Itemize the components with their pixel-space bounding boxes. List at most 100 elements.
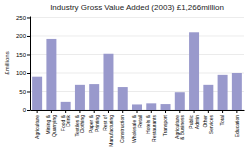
tick-label: Agriculture [34, 115, 40, 139]
bars [32, 32, 242, 110]
grid-line [30, 35, 244, 36]
grid-line [30, 72, 244, 73]
tick-mark [27, 36, 30, 37]
bar [189, 32, 199, 110]
tick: Construction [119, 110, 125, 143]
y-axis-label: £millions [4, 51, 10, 74]
tick-label: Mining &Quarrying [45, 114, 57, 137]
tick-mark [137, 110, 138, 113]
tick: 0 [23, 107, 30, 113]
tick-mark [222, 110, 223, 113]
tick-label: PublicAdmin [188, 115, 200, 130]
x-axis: AgricultureMining &QuarryingFood &DrinkT… [31, 110, 245, 147]
bar [61, 102, 71, 110]
bar [32, 77, 42, 110]
tick: Textiles &Clothing [74, 110, 86, 136]
tick-label-line: Manufacturing [108, 115, 114, 147]
tick-label-line: Quarrying [51, 115, 57, 137]
tick-label: 0 [23, 107, 27, 113]
grid-line [30, 54, 244, 55]
bar [118, 87, 128, 110]
tick: Rest ofManufacturing [102, 110, 114, 147]
tick-label-line: Construction [119, 115, 125, 143]
tick: Hotels &Restaurants [145, 110, 157, 142]
tick-label: Food &Drink [60, 114, 72, 131]
bar [232, 73, 242, 110]
tick-label-line: Education [234, 115, 240, 137]
y-axis: 0 50 100 150 200 250 [16, 15, 31, 114]
tick: 100 [16, 70, 30, 76]
bar [89, 84, 99, 110]
tick-label: Transport [162, 114, 168, 136]
tick-mark [79, 110, 80, 113]
tick-label-line: Transport [162, 114, 168, 136]
tick-label: Agriculture& Business [174, 115, 186, 141]
tick-mark [165, 110, 166, 113]
tick-label-line: & Business [179, 115, 185, 141]
tick: OtherServices [202, 110, 214, 134]
tick-label-line: Services [208, 115, 214, 135]
tick: Food &Drink [60, 110, 72, 131]
bar [146, 103, 156, 110]
tick-mark [27, 73, 30, 74]
bar [175, 92, 185, 110]
tick-label: 200 [16, 33, 27, 39]
tick: Education [234, 110, 240, 137]
grid-line [30, 17, 244, 18]
tick-label: Education [234, 115, 240, 137]
tick-mark [37, 110, 38, 113]
tick-label: Paper &Printing [88, 114, 100, 133]
tick: 250 [16, 15, 30, 21]
bar [161, 104, 171, 110]
tick-mark [51, 110, 52, 113]
tick-mark [108, 110, 109, 113]
tick-mark [179, 110, 180, 113]
bar [132, 104, 142, 110]
tick: Agriculture [34, 110, 40, 139]
tick-mark [65, 110, 66, 113]
tick-label: 250 [16, 15, 27, 21]
bar [203, 85, 213, 110]
tick: PublicAdmin [188, 110, 200, 129]
tick-label: 100 [16, 70, 27, 76]
tick-label-line: Printing [94, 115, 100, 132]
tick-label: Rest ofManufacturing [102, 114, 114, 146]
grid [30, 17, 244, 110]
tick-label: OtherServices [202, 115, 214, 135]
tick-mark [151, 110, 152, 113]
tick: 200 [16, 33, 30, 39]
tick-mark [27, 54, 30, 55]
bar [46, 39, 56, 110]
tick: 150 [16, 52, 30, 58]
tick: Mining &Quarrying [45, 110, 57, 137]
title: Industry Gross Value Added (2003) £1,266… [50, 3, 224, 12]
tick-label: Textiles &Clothing [74, 114, 86, 136]
tick: Paper &Printing [88, 110, 100, 133]
tick: Total [219, 110, 225, 126]
tick-mark [208, 110, 209, 113]
tick-label: Total [219, 115, 225, 126]
tick-mark [236, 110, 237, 113]
tick: 50 [19, 89, 30, 95]
bar [218, 75, 228, 110]
axis-line [30, 17, 31, 111]
tick-label-line: Drink [65, 115, 71, 127]
chart: 0 50 100 150 200 250 Agriculture Mining &Quarry… [0, 0, 250, 154]
tick-mark [27, 110, 30, 111]
tick-mark [194, 110, 195, 113]
tick-label-line: Restaurants [151, 115, 157, 142]
tick-label-line: Total [219, 115, 225, 126]
tick: Agriculture& Business [174, 110, 186, 140]
tick-mark [94, 110, 95, 113]
tick-label-line: Retail [137, 115, 143, 128]
tick-mark [27, 91, 30, 92]
tick-label-line: Clothing [79, 115, 85, 134]
tick-mark [27, 17, 30, 18]
tick-label: Wholesale &Retail [131, 114, 143, 143]
tick-label-line: Agriculture [34, 115, 40, 139]
tick-label: Construction [119, 115, 125, 143]
bar [75, 85, 85, 110]
tick-label-line: Admin [194, 115, 200, 129]
tick: Wholesale &Retail [131, 110, 143, 143]
plot: 0 50 100 150 200 250 Agriculture Mining &Quarry… [16, 15, 245, 147]
